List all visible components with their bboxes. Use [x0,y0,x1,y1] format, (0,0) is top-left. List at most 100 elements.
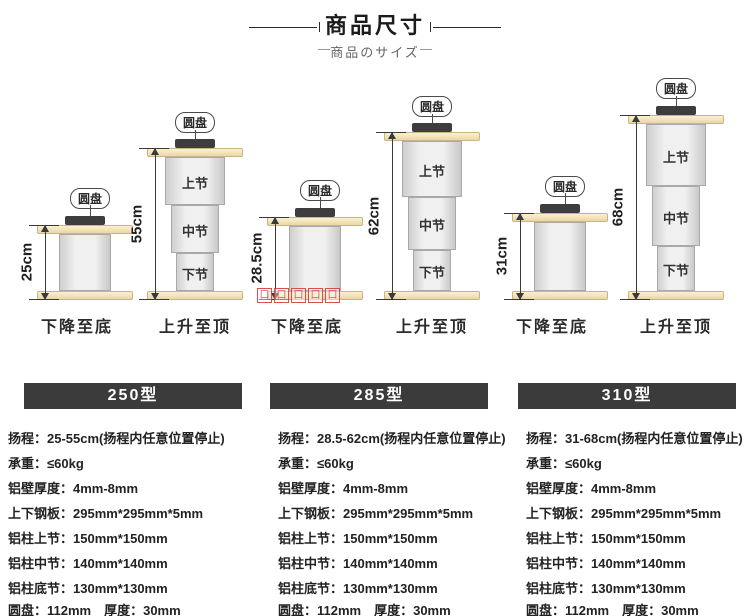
measure-tick [376,299,406,300]
spec-line: 圆盘：112mm 厚度：30mm [8,603,181,616]
arrow-up-icon [41,225,49,232]
spec-line: 铝壁厚度：4mm-8mm [8,481,139,496]
height-arrow-line [392,132,393,300]
column-body [289,226,341,291]
section-upper [646,124,706,186]
height-label: 28.5cm [248,232,266,284]
section-middle [408,197,456,250]
disc [412,123,452,132]
height-arrow-line [45,225,46,300]
disc [540,204,580,213]
height-arrow-line [275,217,276,300]
spec-header-310: 310型 [518,383,736,409]
spec-line: 铝柱上节：150mm*150mm [526,531,686,546]
disc-callout: 圆盘 [655,78,697,99]
spec-line: 上下钢板：295mm*295mm*5mm [278,506,474,521]
watermark-box: 口 [325,288,340,303]
section-label: 下节 [418,265,446,280]
state-caption: 上升至顶 [158,319,232,336]
spec-line: 铝柱中节：140mm*140mm [8,556,168,571]
height-arrow-line [520,213,521,300]
state-caption: 下降至底 [515,319,589,336]
height-label: 31cm [493,236,511,276]
measure-tick [504,213,534,214]
spec-line: 铝柱中节：140mm*140mm [278,556,438,571]
section-label: 中节 [181,224,209,239]
arrow-down-icon [271,293,279,300]
bottom-plate [37,291,133,300]
spec-line: 铝柱上节：150mm*150mm [278,531,438,546]
section-upper [165,157,225,205]
callout-line [676,96,677,106]
disc-callout: 圆盘 [299,180,341,201]
top-plate [267,217,363,226]
subtitle-left-dash [318,49,330,50]
height-label: 25cm [18,242,36,282]
arrow-up-icon [516,213,524,220]
spec-line: 铝柱底节：130mm*130mm [8,581,168,596]
spec-line: 铝柱中节：140mm*140mm [526,556,686,571]
spec-line: 扬程：31-68cm(扬程内任意位置停止) [526,431,743,446]
spec-line: 铝柱上节：150mm*150mm [8,531,168,546]
section-label: 下节 [662,263,690,278]
spec-line: 承重：≤60kg [526,456,602,471]
section-label: 下节 [181,267,209,282]
spec-line: 铝柱底节：130mm*130mm [526,581,686,596]
disc-callout: 圆盘 [411,96,453,117]
arrow-down-icon [516,293,524,300]
column-body [59,234,111,291]
callout-line [565,193,566,204]
section-label: 中节 [662,211,690,226]
measure-tick [259,217,289,218]
arrow-up-icon [632,115,640,122]
column-body [534,222,586,291]
spec-line: 承重：≤60kg [278,456,354,471]
section-label: 上节 [662,150,690,165]
spec-header-285: 285型 [270,383,488,409]
title-right-tick [430,22,431,32]
measure-tick [620,115,650,116]
bottom-plate [384,291,480,300]
measure-tick [139,148,169,149]
arrow-down-icon [151,293,159,300]
top-plate [512,213,608,222]
arrow-down-icon [388,293,396,300]
section-lower [657,246,695,291]
watermark-box: 口 [257,288,272,303]
disc [175,139,215,148]
spec-line: 上下钢板：295mm*295mm*5mm [526,506,722,521]
spec-line: 圆盘：112mm 厚度：30mm [526,603,699,616]
bottom-plate [628,291,724,300]
section-label: 上节 [418,164,446,179]
page-subtitle: 商品のサイズ [330,45,420,60]
section-middle [652,186,700,246]
spec-line: 承重：≤60kg [8,456,84,471]
watermark-box: 口 [274,288,289,303]
title-left-tick [319,22,320,32]
arrow-down-icon [632,293,640,300]
callout-line [195,130,196,139]
top-plate [628,115,724,124]
spec-line: 铝柱底节：130mm*130mm [278,581,438,596]
top-plate [37,225,133,234]
disc-callout: 圆盘 [544,176,586,197]
height-arrow-line [636,115,637,300]
callout-line [90,205,91,216]
measure-tick [139,299,169,300]
section-lower [176,253,214,291]
spec-header-250: 250型 [24,383,242,409]
page-title: 商品尺寸 [324,13,425,38]
section-middle [171,205,219,253]
section-upper [402,141,462,197]
state-caption: 下降至底 [270,319,344,336]
bottom-plate [512,291,608,300]
state-caption: 下降至底 [40,319,114,336]
section-label: 中节 [418,218,446,233]
arrow-up-icon [151,148,159,155]
title-left-line [249,27,317,28]
disc [65,216,105,225]
measure-tick [29,299,59,300]
measure-tick [376,132,406,133]
watermark-box: 口 [308,288,323,303]
